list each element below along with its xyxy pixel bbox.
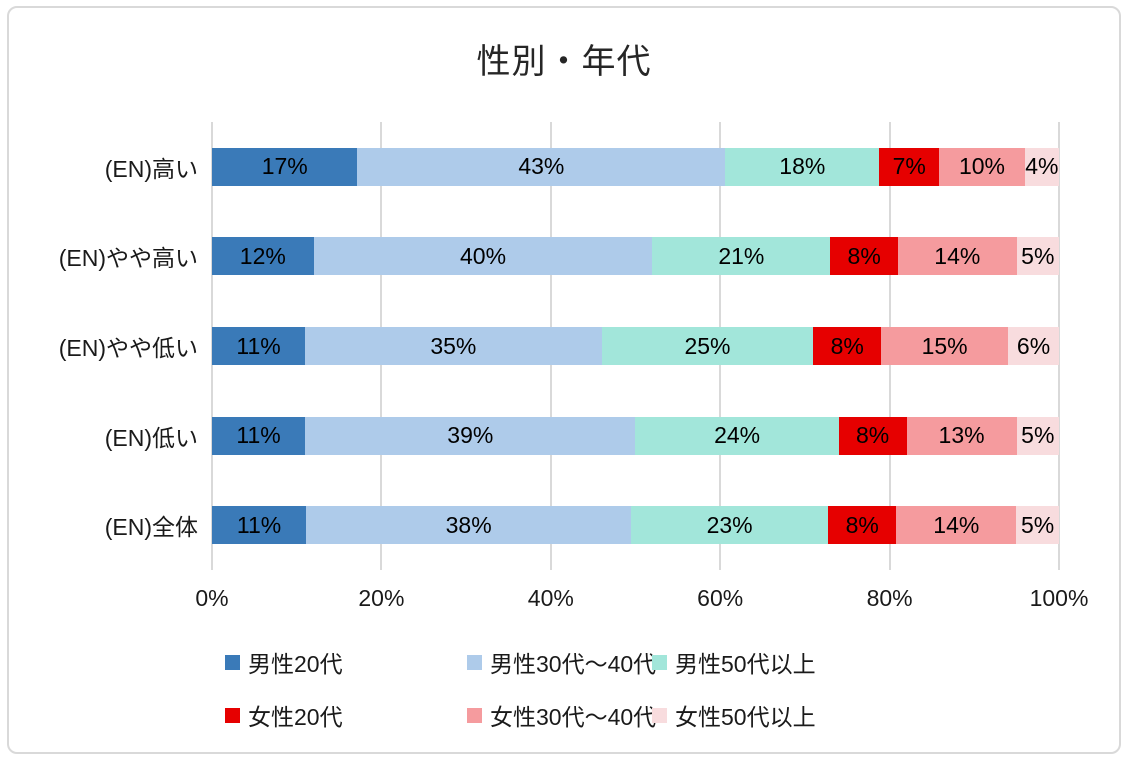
bar-value-label: 21% [718, 242, 765, 269]
bar-value-label: 11% [236, 511, 282, 538]
bar-value-label: 8% [847, 242, 881, 269]
bar-value-label: 14% [933, 511, 980, 538]
legend-label: 男性30代～40代 [490, 651, 657, 677]
x-axis-tick-label: 60% [697, 585, 744, 611]
legend-label: 女性50代以上 [675, 704, 816, 730]
bar-segment: 11% [212, 416, 306, 455]
bar-value-label: 38% [445, 511, 492, 538]
category-label: (EN)やや低い [58, 335, 198, 361]
bar-value-label: 43% [518, 153, 565, 180]
bar-row: 11% 39% 24% 8% 13% 5% [212, 416, 1059, 455]
bar-segment: 5% [1016, 506, 1059, 545]
category-label: (EN)全体 [104, 514, 198, 541]
bar-segment: 43% [357, 147, 726, 186]
bar-segment: 11% [212, 327, 306, 365]
bar-value-label: 25% [684, 332, 731, 359]
bar-segment: 8% [813, 327, 882, 365]
bar-segment: 7% [879, 147, 940, 186]
x-axis-tick-label: 0% [195, 585, 229, 611]
bar-value-label: 10% [958, 153, 1005, 180]
bar-value-label: 8% [856, 422, 890, 449]
bar-segment: 25% [601, 327, 814, 365]
bar-segment: 4% [1024, 147, 1059, 186]
bar-value-label: 17% [261, 153, 308, 180]
bar-segment: 18% [725, 147, 880, 186]
bar-segment: 12% [212, 237, 314, 276]
x-axis-tick-label: 100% [1029, 585, 1089, 611]
legend-item: 女性20代 [225, 698, 343, 732]
bar-value-label: 14% [934, 242, 981, 269]
legend-swatch [225, 654, 240, 670]
legend-label: 男性20代 [248, 651, 343, 677]
legend-item: 女性50代以上 [652, 698, 816, 732]
bar-value-label: 7% [892, 153, 926, 180]
bar-segment: 6% [1008, 327, 1059, 365]
gridline [1058, 122, 1060, 570]
bar-segment: 39% [305, 416, 636, 455]
bar-value-label: 8% [830, 332, 864, 359]
bar-segment: 14% [896, 506, 1017, 545]
bar-segment: 13% [906, 416, 1017, 455]
x-axis-tick-label: 20% [358, 585, 405, 611]
bar-value-label: 12% [239, 242, 286, 269]
bar-value-label: 15% [921, 332, 968, 359]
legend-swatch [652, 654, 667, 670]
category-label: (EN)やや高い [58, 245, 198, 272]
legend-item: 男性50代以上 [652, 645, 816, 679]
bar-segment: 8% [838, 416, 907, 455]
bar-value-label: 39% [447, 422, 494, 449]
bar-segment: 35% [305, 327, 602, 365]
legend-swatch [467, 707, 482, 723]
plot-area: 17% 43% 18% 7% 10% 4% 12% 40% 21% 8% 14% 5% 11% 35% 25… [211, 122, 1060, 570]
bar-value-label: 24% [714, 422, 761, 449]
legend-item: 女性30代～40代 [467, 698, 656, 732]
bar-segment: 24% [635, 416, 839, 455]
bar-segment: 8% [830, 237, 899, 276]
x-axis-tick-label: 40% [527, 585, 574, 611]
bar-segment: 38% [306, 506, 632, 545]
bar-row: 11% 38% 23% 8% 14% 5% [212, 506, 1059, 545]
bar-segment: 21% [652, 237, 831, 276]
bar-value-label: 35% [430, 332, 477, 359]
legend-label: 女性30代～40代 [490, 704, 657, 730]
bar-value-label: 4% [1025, 153, 1059, 180]
legend-label: 男性50代以上 [675, 651, 816, 677]
bar-value-label: 5% [1021, 422, 1055, 449]
chart-title: 性別・年代 [476, 43, 652, 81]
bar-segment: 40% [313, 237, 653, 276]
bar-row: 17% 43% 18% 7% 10% 4% [212, 147, 1059, 186]
bar-value-label: 6% [1016, 332, 1051, 359]
legend-label: 女性20代 [248, 704, 343, 730]
bar-segment: 11% [212, 506, 307, 545]
legend-swatch [652, 707, 667, 723]
bar-value-label: 40% [460, 242, 507, 269]
x-axis-tick-label: 80% [866, 585, 913, 611]
bar-value-label: 5% [1021, 242, 1055, 269]
bar-value-label: 11% [236, 332, 281, 359]
bar-segment: 15% [881, 327, 1009, 365]
bar-value-label: 18% [779, 153, 826, 180]
bar-row: 11% 35% 25% 8% 15% 6% [212, 327, 1059, 365]
bar-segment: 5% [1016, 237, 1059, 276]
bar-value-label: 11% [236, 422, 281, 449]
legend-swatch [225, 707, 240, 723]
bar-value-label: 13% [938, 422, 985, 449]
legend-item: 男性30代～40代 [467, 645, 656, 679]
bar-segment: 10% [939, 147, 1025, 186]
legend-item: 男性20代 [225, 645, 343, 679]
bar-value-label: 5% [1020, 511, 1055, 538]
bar-segment: 17% [212, 147, 358, 186]
bar-row: 12% 40% 21% 8% 14% 5% [212, 237, 1059, 276]
bar-segment: 14% [898, 237, 1017, 276]
bar-segment: 8% [827, 506, 897, 545]
bar-value-label: 8% [845, 511, 879, 538]
category-label: (EN)高い [104, 155, 198, 182]
bar-segment: 5% [1016, 416, 1059, 455]
bar-segment: 23% [631, 506, 828, 545]
legend-swatch [467, 654, 482, 670]
category-label: (EN)低い [104, 424, 198, 451]
bar-value-label: 23% [706, 511, 753, 538]
